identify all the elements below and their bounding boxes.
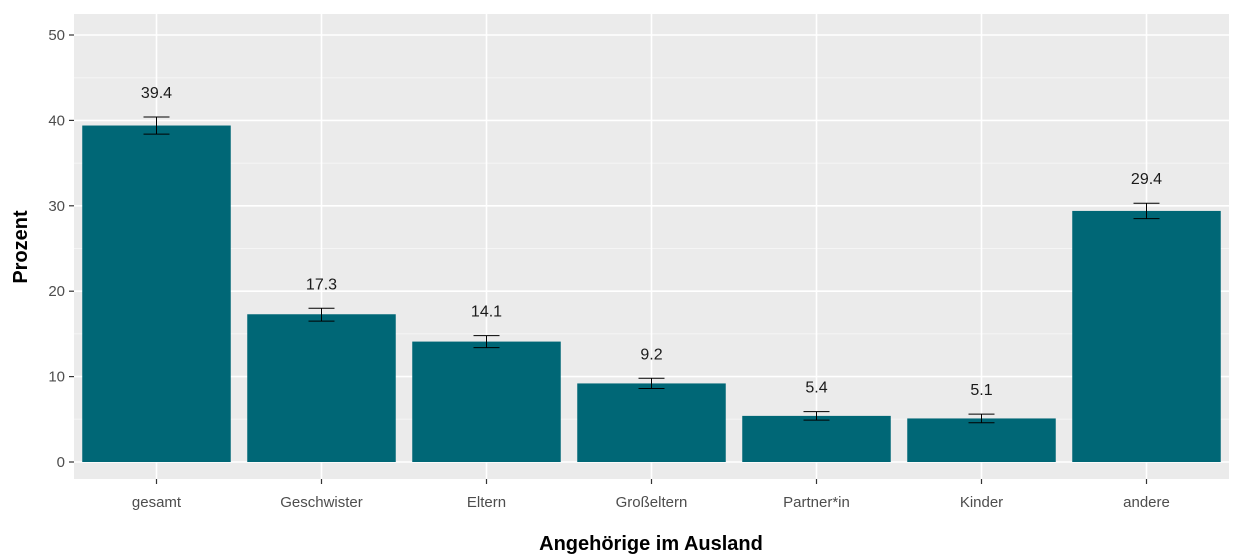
y-tick-label: 30 xyxy=(48,198,65,215)
data-label: 39.4 xyxy=(141,85,172,102)
bar xyxy=(1072,210,1221,462)
y-axis: 0 10 20 30 40 50 xyxy=(48,27,74,471)
bar xyxy=(577,383,726,462)
data-label: 9.2 xyxy=(640,346,662,363)
data-label: 5.4 xyxy=(805,380,827,397)
y-tick-label: 40 xyxy=(48,112,65,129)
y-tick-label: 0 xyxy=(57,454,65,471)
bar xyxy=(412,341,561,462)
x-tick-label: Großeltern xyxy=(616,494,688,511)
bars xyxy=(82,125,1221,463)
data-label: 17.3 xyxy=(306,276,337,293)
y-tick-label: 10 xyxy=(48,369,65,386)
y-tick-label: 50 xyxy=(48,27,65,44)
data-label: 5.1 xyxy=(970,382,992,399)
bar xyxy=(742,415,891,462)
bar xyxy=(907,418,1056,462)
bar xyxy=(247,314,396,462)
x-tick-label: Eltern xyxy=(467,494,506,511)
y-axis-title: Prozent xyxy=(10,210,32,284)
major-gridlines xyxy=(74,14,1229,479)
bar xyxy=(82,125,231,463)
x-tick-label: Kinder xyxy=(960,494,1003,511)
error-bars xyxy=(143,116,1160,424)
x-tick-label: Partner*in xyxy=(783,494,850,511)
data-label: 29.4 xyxy=(1131,171,1162,188)
y-tick-label: 20 xyxy=(48,283,65,300)
x-tick-label: gesamt xyxy=(132,494,182,511)
x-axis-title: Angehörige im Ausland xyxy=(539,533,763,554)
x-tick-label: andere xyxy=(1123,494,1170,511)
x-axis: gesamt Geschwister Eltern Großeltern Partner… xyxy=(132,479,1170,511)
x-tick-label: Geschwister xyxy=(280,494,363,511)
data-labels: 39.4 17.3 14.1 9.2 5.4 5.1 29.4 xyxy=(141,85,1162,399)
data-label: 14.1 xyxy=(471,304,502,321)
